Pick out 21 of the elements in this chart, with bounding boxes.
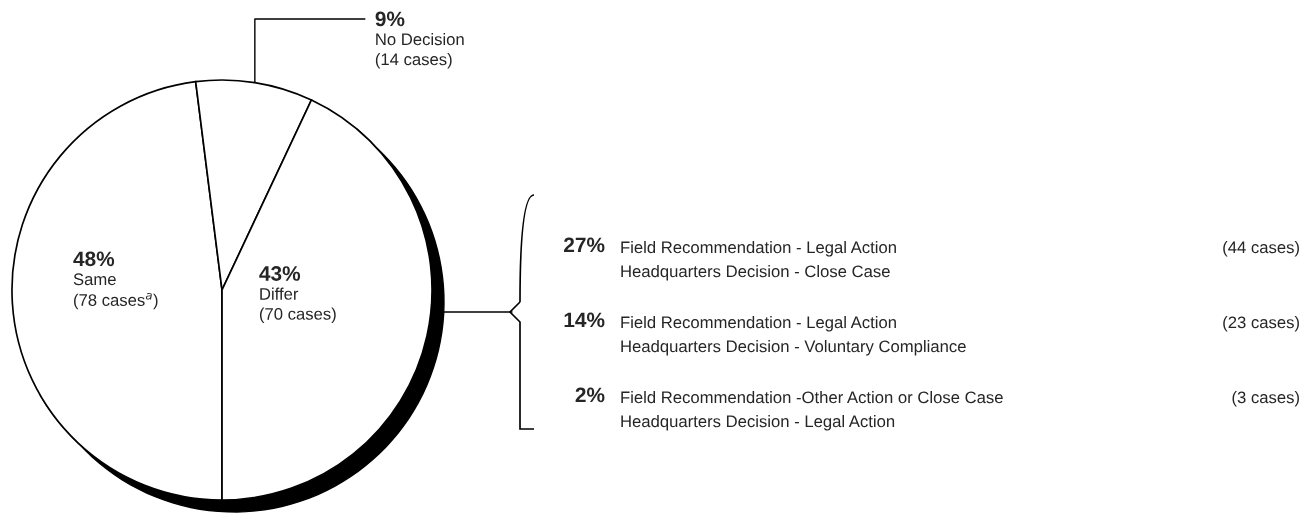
text: (23 cases) xyxy=(1223,316,1299,332)
text: Field Recommendation - Legal Action xyxy=(621,316,896,332)
data-label: 9% xyxy=(375,11,405,27)
slice-label: No Decision xyxy=(376,33,464,46)
data-label: 43% xyxy=(259,266,301,281)
text: Headquarters Decision - Close Case xyxy=(621,265,890,281)
text: 14% xyxy=(564,312,605,328)
text: (44 cases) xyxy=(1223,241,1299,257)
text: Field Recommendation -Other Action or Close Case xyxy=(621,391,1003,404)
slice-label: Differ xyxy=(260,287,299,300)
text: (14 cases) xyxy=(375,53,452,69)
text: 27% xyxy=(564,237,605,253)
text: Headquarters Decision - Voluntary Compliance xyxy=(621,340,966,356)
text: Field Recommendation - Legal Action xyxy=(621,241,896,257)
text: (78 cases$^{a}$) xyxy=(74,292,158,310)
text: Headquarters Decision - Legal Action xyxy=(621,415,895,431)
data-label: 48% xyxy=(73,251,115,267)
text: (3 cases) xyxy=(1232,391,1299,407)
text: (70 cases) xyxy=(259,307,336,324)
slice-label: Same xyxy=(73,273,116,286)
text: 2% xyxy=(575,387,605,403)
